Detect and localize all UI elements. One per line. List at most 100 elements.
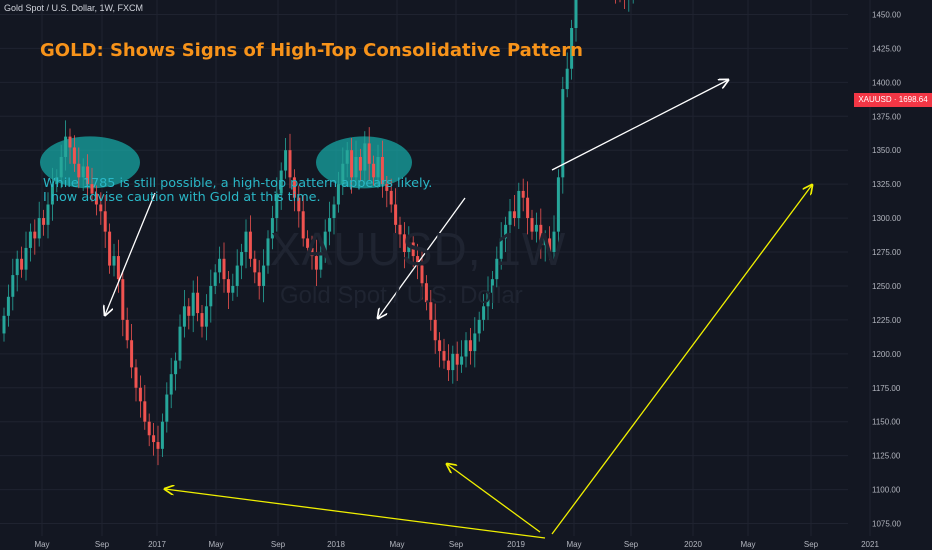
candle-body [323,231,327,252]
candle-body [376,156,380,178]
candle-body [534,224,538,232]
candle-body [81,166,85,178]
candle-body [279,170,283,194]
candle-body [125,319,129,341]
candle-body [196,292,200,314]
candle-body [116,256,120,280]
x-tick-label: 2017 [148,540,166,549]
candle-body [121,279,125,320]
candle-body [160,421,164,449]
candle-body [50,184,54,205]
candle-body [561,89,565,178]
candle-body [482,306,486,320]
note-line-2: I now advise caution with Gold at this t… [43,190,321,205]
candle-body [526,197,530,219]
candle-body [363,143,367,171]
x-tick-label: Sep [95,540,110,549]
y-tick-label: 1325.00 [872,180,901,189]
candle-body [486,292,490,307]
y-tick-label: 1275.00 [872,248,901,257]
candle-body [310,247,314,257]
watermark-name: Gold Spot / U.S. Dollar [280,282,523,309]
candle-body [477,319,481,334]
candle-body [398,224,402,235]
candle-body [460,356,464,365]
candle-body [209,285,213,307]
candle-body [402,234,406,252]
candle-body [508,211,512,225]
candle-body [108,231,112,266]
candle-body [574,0,578,29]
candle-body [174,360,178,375]
candle-body [424,283,428,303]
x-axis: May Sep 2017 May Sep 2018 May Sep 2019 May Sep 2020… [34,540,879,549]
candle-body [499,238,503,259]
y-tick-label: 1075.00 [872,520,901,529]
candle-body [169,374,173,395]
drawing-tools [105,0,862,539]
candle-body [235,265,239,286]
candle-body [191,292,195,316]
candle-body [504,224,508,239]
candle-body [99,204,103,212]
candle-body [451,353,455,371]
candle-body [178,326,182,361]
candle-body [218,258,222,273]
pointer-arrow-white [551,80,728,171]
candle-body [77,163,81,178]
candle-body [248,231,252,259]
x-tick-label: 2021 [861,540,879,549]
y-tick-label: 1100.00 [872,486,901,495]
candle-body [438,340,442,352]
candle-body [187,306,191,316]
candle-body [68,136,72,148]
candle-body [442,351,446,361]
candle-body [389,190,393,205]
candle-body [411,242,415,257]
candle-body [358,156,362,171]
x-tick-label: May [740,540,755,549]
candle-body [367,143,371,164]
x-tick-label: 2018 [327,540,345,549]
candle-body [182,306,186,327]
y-tick-label: 1225.00 [872,316,901,325]
candle-body [420,265,424,284]
candle-body [37,218,41,239]
candle-body [59,156,63,178]
note-annotation: While 1785 is still possible, a high-top… [43,177,432,205]
y-tick-label: 1400.00 [872,78,901,87]
y-tick-label: 1175.00 [872,384,901,393]
candle-body [301,211,305,239]
candle-body [86,166,90,185]
y-tick-label: 1425.00 [872,44,901,53]
candle-body [446,360,450,371]
candle-body [565,68,569,90]
y-tick-label: 1200.00 [872,350,901,359]
candle-body [240,252,244,266]
candle-body [15,258,19,276]
candle-body [253,258,257,273]
x-tick-label: 2019 [507,540,525,549]
candle-body [213,272,217,286]
pointer-arrow-yellow [447,464,541,533]
candle-body [354,156,358,178]
candle-body [332,204,336,219]
candle-body [552,231,556,252]
candle-body [297,197,301,212]
candle-body [288,150,292,178]
x-tick-label: Sep [624,540,639,549]
candle-body [204,306,208,327]
x-tick-label: Sep [804,540,819,549]
candle-body [433,319,437,341]
y-tick-label: 1450.00 [872,10,901,19]
y-tick-label: 1150.00 [872,418,901,427]
y-tick-label: 1350.00 [872,146,901,155]
candle-body [244,231,248,252]
pointer-arrow-white [378,197,466,318]
candle-body [341,163,345,185]
candle-body [90,184,94,194]
candle-body [165,394,169,422]
candle-body [266,238,270,266]
candle-body [2,315,6,334]
